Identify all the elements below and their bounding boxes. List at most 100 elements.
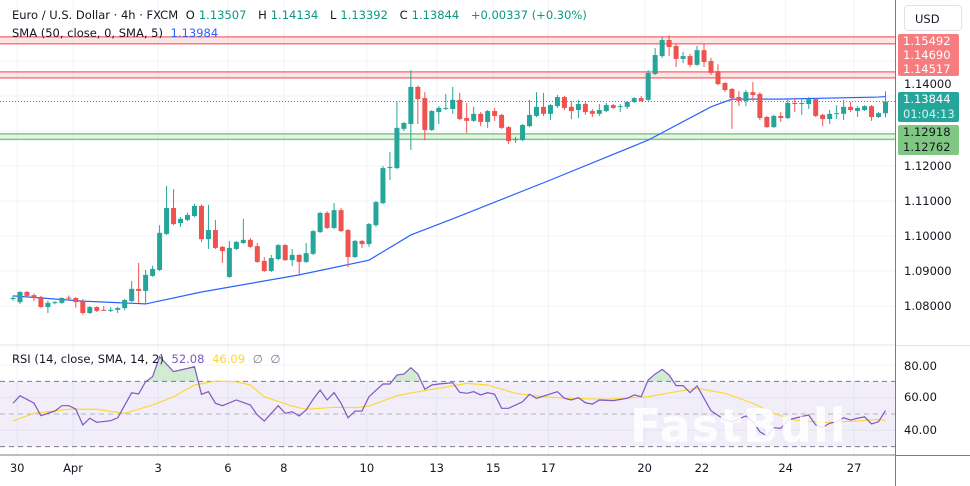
rsi-tick: 60.00: [904, 390, 937, 404]
candle: [785, 99, 791, 120]
candle-body: [275, 245, 281, 260]
candle: [876, 112, 882, 119]
price-axis[interactable]: USD 1.15492 1.14690 1.14517 1.14000 1.13…: [895, 0, 970, 486]
candle-body: [254, 246, 260, 262]
candle-body: [310, 231, 316, 254]
candle: [129, 281, 135, 303]
candle: [499, 113, 505, 129]
rsi-overbought-fill: [13, 356, 886, 382]
candle: [471, 106, 477, 122]
candle: [757, 92, 763, 121]
candle-body: [157, 232, 163, 270]
currency-button[interactable]: USD: [904, 5, 962, 31]
symbol-title[interactable]: Euro / U.S. Dollar · 4h · FXCM: [12, 8, 179, 22]
current-price-label: 1.13844 01:04:13: [898, 92, 959, 122]
candle: [415, 85, 421, 124]
candle-body: [380, 168, 386, 204]
candle: [540, 92, 546, 116]
candle-body: [589, 111, 595, 114]
candle-body: [513, 139, 519, 141]
candle: [380, 166, 386, 205]
candle-body: [338, 210, 344, 232]
candle-body: [436, 107, 442, 113]
candle: [303, 243, 309, 263]
candle-body: [387, 167, 393, 169]
low-label: L: [329, 8, 337, 22]
candle: [352, 239, 358, 259]
candle: [310, 230, 316, 255]
time-tick: 17: [541, 461, 556, 475]
candle-body: [848, 106, 854, 110]
candle: [296, 253, 302, 276]
candle: [45, 300, 51, 313]
resistance-zone: [0, 71, 895, 78]
candle-body: [806, 99, 812, 105]
candle-body: [645, 72, 651, 100]
candle-body: [150, 268, 156, 276]
candle-body: [855, 107, 861, 112]
candle-body: [596, 110, 602, 114]
candle-body: [73, 297, 79, 303]
candle: [80, 299, 86, 315]
candle-body: [499, 114, 505, 128]
candle-body: [101, 309, 107, 311]
time-tick: 20: [637, 461, 653, 475]
candle-body: [603, 105, 609, 112]
candle-body: [233, 241, 239, 249]
candle: [827, 110, 833, 124]
candle: [659, 36, 665, 58]
time-tick: 27: [846, 461, 862, 475]
price-tick: 1.09000: [904, 264, 952, 278]
candle-body: [66, 297, 72, 299]
rsi-line: [12, 355, 887, 437]
candle: [422, 92, 428, 141]
candle: [855, 106, 861, 117]
chart-canvas[interactable]: [0, 0, 895, 486]
candle-body: [792, 103, 798, 105]
candle: [178, 217, 184, 227]
candle: [10, 295, 16, 301]
candle: [289, 248, 295, 267]
candle: [38, 295, 44, 308]
candle: [198, 204, 204, 242]
rsi-sma-line: [12, 380, 886, 424]
candle: [261, 257, 267, 273]
candle: [408, 70, 414, 150]
candle: [66, 295, 72, 300]
candle: [596, 104, 602, 116]
candle-body: [666, 40, 672, 47]
time-tick: 24: [778, 461, 793, 475]
candle: [171, 189, 177, 226]
sma-legend[interactable]: SMA (50, close, 0, SMA, 5) 1.13984: [12, 26, 222, 40]
candle: [652, 48, 658, 75]
candle: [436, 106, 442, 124]
candle-body: [108, 309, 114, 311]
candle-body: [52, 302, 58, 304]
rsi-legend[interactable]: RSI (14, close, SMA, 14, 2) 52.08 46.09 …: [12, 352, 284, 366]
current-price: 1.13844: [903, 92, 951, 106]
candle: [87, 306, 93, 315]
candle-body: [24, 292, 30, 296]
candle: [520, 124, 526, 142]
open-label: O: [185, 8, 195, 22]
time-tick: 15: [485, 461, 501, 475]
time-tick: 3: [154, 461, 162, 475]
candle: [645, 70, 651, 101]
candle: [366, 223, 372, 247]
candle-body: [59, 297, 65, 303]
candle-body: [554, 97, 560, 107]
rsi-tick: 40.00: [904, 423, 937, 437]
candle: [589, 108, 595, 117]
candle-body: [136, 288, 142, 291]
candle-body: [568, 106, 574, 112]
candle: [729, 87, 735, 129]
candle-body: [624, 101, 630, 107]
candle-countdown: 01:04:13: [903, 107, 955, 121]
candle-body: [883, 101, 888, 114]
candle-body: [862, 106, 868, 110]
candle-body: [240, 239, 246, 243]
candle-body: [219, 246, 225, 252]
candle: [429, 110, 435, 131]
support-zone: [0, 133, 895, 140]
candle-body: [673, 45, 679, 59]
